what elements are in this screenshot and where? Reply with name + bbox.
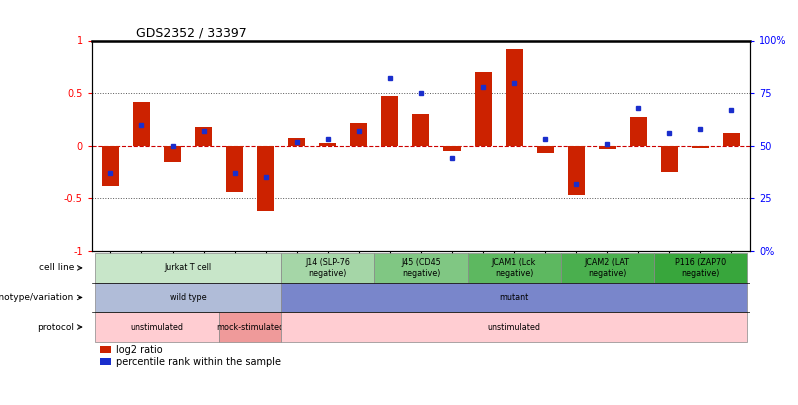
Bar bbox=[598, 146, 616, 149]
Bar bbox=[195, 127, 212, 146]
Text: GDS2352 / 33397: GDS2352 / 33397 bbox=[136, 26, 247, 39]
Text: JCAM2 (LAT
negative): JCAM2 (LAT negative) bbox=[585, 258, 630, 277]
Bar bbox=[257, 146, 275, 211]
Bar bbox=[475, 72, 492, 146]
Text: log2 ratio: log2 ratio bbox=[116, 345, 163, 355]
Text: genotype/variation: genotype/variation bbox=[0, 293, 74, 302]
Text: unstimulated: unstimulated bbox=[488, 322, 540, 332]
Bar bbox=[413, 114, 429, 146]
Text: unstimulated: unstimulated bbox=[131, 322, 184, 332]
Bar bbox=[630, 117, 647, 146]
Text: cell line: cell line bbox=[38, 263, 74, 273]
Text: JCAM1 (Lck
negative): JCAM1 (Lck negative) bbox=[492, 258, 536, 277]
Text: P116 (ZAP70
negative): P116 (ZAP70 negative) bbox=[675, 258, 726, 277]
Text: protocol: protocol bbox=[37, 322, 74, 332]
Bar bbox=[536, 146, 554, 153]
Bar bbox=[444, 146, 460, 151]
Bar bbox=[506, 49, 523, 146]
Bar bbox=[723, 133, 740, 146]
Bar bbox=[350, 123, 367, 146]
Bar bbox=[692, 146, 709, 148]
Bar bbox=[288, 139, 306, 146]
Bar bbox=[100, 346, 110, 353]
Text: mock-stimulated: mock-stimulated bbox=[216, 322, 284, 332]
Bar bbox=[164, 146, 181, 162]
Bar bbox=[661, 146, 678, 172]
Bar bbox=[133, 102, 150, 146]
Text: percentile rank within the sample: percentile rank within the sample bbox=[116, 357, 281, 367]
Bar bbox=[226, 146, 243, 192]
Text: J14 (SLP-76
negative): J14 (SLP-76 negative) bbox=[306, 258, 350, 277]
Bar bbox=[100, 358, 110, 365]
Text: Jurkat T cell: Jurkat T cell bbox=[164, 263, 211, 273]
Bar bbox=[102, 146, 119, 186]
Bar bbox=[381, 96, 398, 146]
Text: mutant: mutant bbox=[500, 293, 529, 302]
Text: J45 (CD45
negative): J45 (CD45 negative) bbox=[401, 258, 440, 277]
Bar bbox=[319, 143, 336, 146]
Bar bbox=[567, 146, 585, 195]
Text: wild type: wild type bbox=[170, 293, 207, 302]
